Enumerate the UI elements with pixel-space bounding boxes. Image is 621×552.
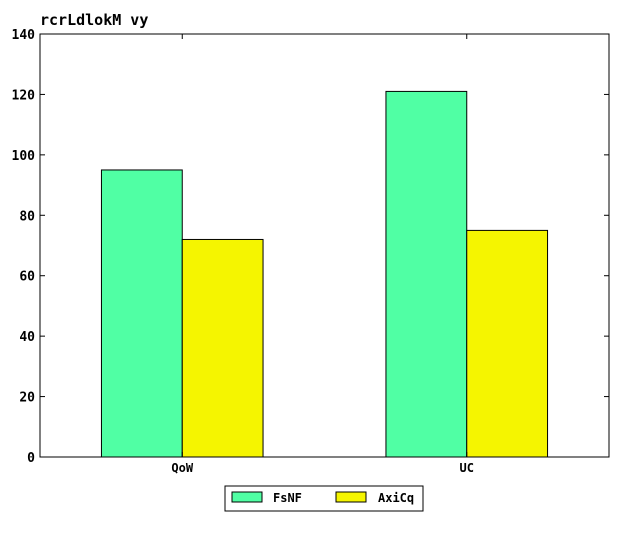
y-tick-label: 40 [19, 330, 35, 345]
y-tick-label: 100 [12, 149, 36, 164]
y-tick-label: 140 [12, 28, 36, 43]
x-tick-label: UC [460, 461, 474, 475]
bar-axicq-qow [181, 238, 264, 458]
bar-fsnf-uc [385, 90, 468, 458]
y-tick-label: 20 [19, 391, 35, 406]
legend-swatch-fsnf [231, 491, 263, 503]
bar-fsnf-qow [100, 169, 183, 458]
legend: FsNF AxiCq [224, 485, 424, 512]
y-axis: 0 20 40 60 80 100 120 140 [12, 28, 609, 466]
bar-axicq-uc [466, 229, 549, 458]
y-tick-label: 80 [19, 209, 35, 224]
plot-frame [39, 33, 610, 458]
y-tick-label: 0 [27, 451, 35, 466]
legend-label-fsnf: FsNF [273, 491, 302, 505]
legend-swatch-axicq [335, 491, 367, 503]
chart-title: rcrLdlokM vy [40, 11, 148, 29]
x-axis: QoW UC [171, 34, 474, 475]
x-tick-label: QoW [171, 461, 193, 475]
y-tick-label: 60 [19, 270, 35, 285]
y-tick-label: 120 [12, 88, 36, 103]
legend-label-axicq: AxiCq [378, 491, 414, 505]
bars-group [100, 90, 549, 458]
